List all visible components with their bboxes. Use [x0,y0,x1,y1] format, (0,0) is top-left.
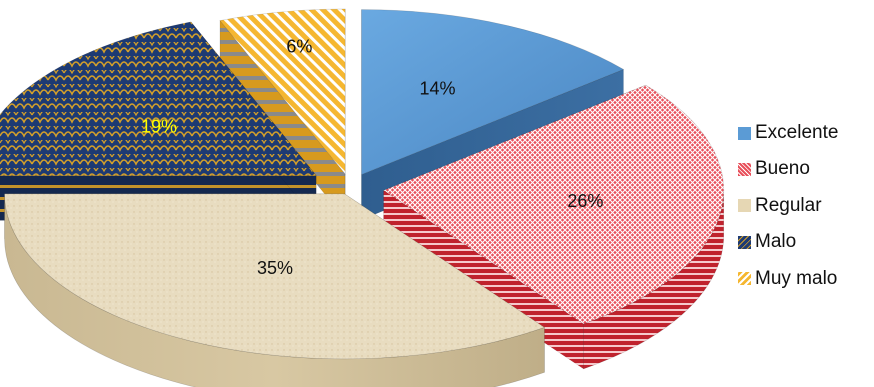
legend-swatch-excelente [738,126,751,140]
legend-item-malo: Malo [738,230,838,254]
pie-slice-muy-malo [219,8,346,220]
legend-item-excelente: Excelente [738,121,838,145]
slice-label-malo: 19% [141,116,177,136]
legend-swatch-muy-malo [738,272,751,286]
legend-label-bueno: Bueno [755,158,810,180]
legend-item-bueno: Bueno [738,157,838,181]
legend-label-muy-malo: Muy malo [755,267,838,289]
legend-label-regular: Regular [755,194,822,216]
slice-label-excelente: 14% [419,79,455,99]
legend-swatch-regular [738,199,751,213]
legend-item-regular: Regular [738,194,838,218]
legend-label-excelente: Excelente [755,122,839,143]
legend-swatch-bueno [738,162,751,176]
legend-item-muy-malo: Muy malo [738,267,838,291]
pie-slice-regular [4,193,546,387]
legend-swatch-malo [738,235,751,249]
pie-slice-malo [0,21,317,222]
legend: Excelente Bueno Regular Malo Muy malo [738,121,838,303]
slice-label-muy-malo: 6% [286,36,312,56]
legend-label-malo: Malo [755,231,797,253]
slice-label-bueno: 26% [567,191,603,211]
slice-label-regular: 35% [257,258,293,278]
